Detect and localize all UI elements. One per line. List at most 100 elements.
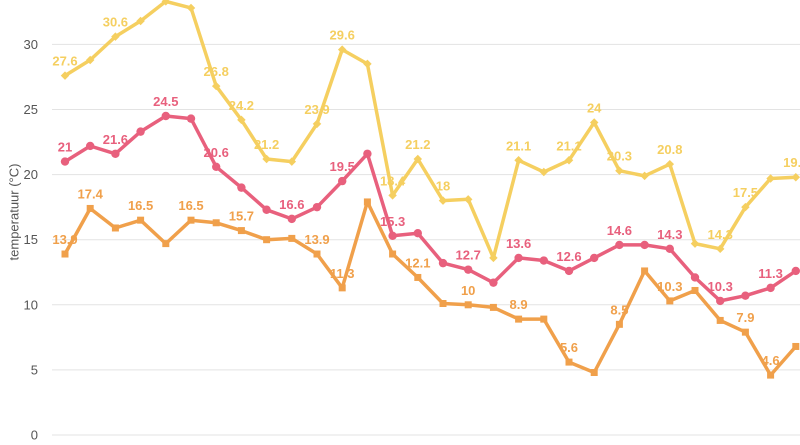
y-tick-label: 5 (31, 362, 38, 377)
data-point (464, 265, 473, 274)
y-tick-label: 25 (24, 102, 38, 117)
data-label: 10.3 (657, 279, 682, 294)
data-point (514, 253, 523, 263)
data-point (111, 224, 119, 232)
data-label: 21.2 (254, 137, 279, 152)
data-point (312, 119, 322, 129)
data-label: 20.6 (204, 145, 229, 160)
data-label: 21.6 (103, 132, 128, 147)
data-point (565, 358, 573, 366)
data-point (438, 258, 448, 268)
data-point (741, 328, 749, 336)
data-label: 8.5 (610, 302, 628, 317)
data-point (86, 204, 94, 212)
data-label: 7.9 (736, 310, 754, 325)
data-point (237, 227, 245, 235)
data-point (640, 240, 649, 250)
data-point (791, 266, 800, 276)
data-point (363, 149, 372, 158)
y-tick-label: 10 (24, 297, 38, 312)
data-point (388, 231, 397, 240)
data-point (792, 342, 800, 350)
data-label: 16.5 (128, 198, 153, 213)
data-label: 20.3 (607, 149, 632, 164)
data-point (389, 250, 397, 258)
data-label: 20.8 (657, 142, 682, 157)
data-point (414, 273, 422, 281)
data-point (463, 195, 473, 204)
series-group (60, 0, 800, 379)
data-label: 24.5 (153, 94, 178, 109)
data-point (111, 32, 120, 41)
series-line-2 (63, 114, 798, 303)
data-point (489, 303, 497, 311)
data-label: 5.6 (560, 340, 578, 355)
data-point (438, 196, 448, 205)
data-point (262, 154, 271, 164)
y-tick-label: 30 (24, 37, 38, 52)
data-label: 17.4 (78, 186, 104, 201)
data-label: 15.3 (380, 214, 405, 229)
data-point (212, 162, 221, 171)
data-point (187, 216, 195, 224)
data-point (413, 154, 423, 164)
data-point (262, 205, 271, 214)
data-label: 16.6 (279, 197, 304, 212)
data-label: 12.1 (405, 255, 430, 270)
data-label: 10.3 (708, 279, 733, 294)
data-label: 19.8 (783, 155, 800, 170)
data-point (186, 3, 196, 13)
data-point (237, 183, 246, 192)
data-point (766, 283, 775, 293)
data-label: 17.5 (733, 185, 758, 200)
data-point (337, 45, 347, 54)
data-point (212, 219, 220, 227)
data-label: 23.9 (304, 102, 329, 117)
data-label: 12.7 (456, 248, 481, 263)
data-label: 13.9 (52, 232, 77, 247)
data-label: 13.6 (506, 236, 531, 251)
data-label: 13.9 (304, 232, 329, 247)
data-point (287, 157, 297, 166)
data-point (489, 278, 498, 287)
data-point (313, 250, 321, 258)
data-label: 26.8 (204, 64, 229, 79)
data-label: 14.3 (708, 227, 733, 242)
data-point (288, 234, 296, 242)
data-point (564, 266, 574, 276)
data-point (60, 157, 70, 166)
data-point (590, 369, 598, 377)
data-point (60, 71, 70, 80)
data-label: 24 (587, 101, 602, 116)
data-point (691, 286, 699, 294)
data-point (590, 253, 599, 263)
data-point (237, 115, 246, 125)
data-point (338, 284, 346, 292)
data-point (136, 127, 145, 136)
data-point (86, 141, 95, 151)
data-point (515, 315, 523, 323)
data-point (61, 250, 69, 258)
data-point (716, 316, 724, 324)
data-label: 21 (58, 140, 72, 155)
data-point (741, 291, 750, 300)
data-label: 29.6 (330, 28, 355, 43)
series-line-1 (63, 0, 798, 260)
data-point (690, 239, 700, 248)
data-label: 4.6 (762, 353, 780, 368)
data-label: 18.4 (380, 173, 406, 188)
data-point (338, 176, 347, 186)
data-point (312, 202, 322, 212)
data-label: 21.1 (506, 138, 531, 153)
data-point (439, 299, 447, 307)
data-point (388, 191, 397, 200)
data-point (111, 149, 120, 158)
data-point (716, 296, 725, 306)
data-label: 12.6 (556, 249, 581, 264)
data-label: 27.6 (52, 54, 77, 69)
y-tick-label: 15 (24, 232, 38, 247)
data-label: 30.6 (103, 15, 128, 30)
data-point (690, 273, 700, 282)
data-point (162, 240, 170, 248)
